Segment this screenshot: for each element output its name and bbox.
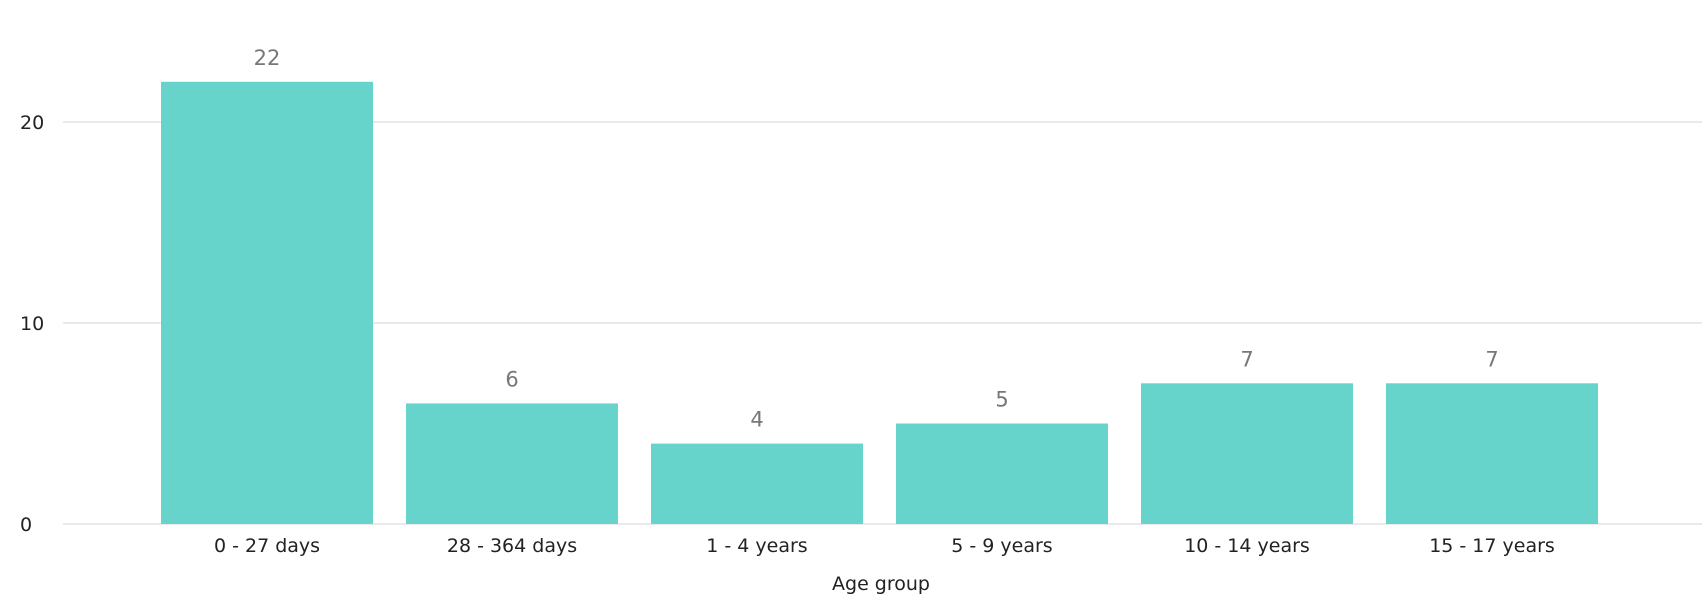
data-label: 6 — [505, 367, 518, 391]
x-axis-ticks: 0 - 27 days 28 - 364 days 1 - 4 years 5 - 9… — [214, 535, 1555, 557]
data-label: 4 — [750, 408, 763, 432]
bars — [161, 81, 1598, 525]
y-axis-ticks: 0 10 20 — [20, 112, 44, 536]
x-tick-label: 0 - 27 days — [214, 535, 320, 557]
bar-5[interactable] — [1141, 383, 1353, 524]
data-label: 7 — [1485, 347, 1498, 371]
bar-6[interactable] — [1386, 383, 1598, 524]
x-tick-label: 1 - 4 years — [706, 535, 807, 557]
bar-1[interactable] — [161, 81, 373, 525]
bar-3[interactable] — [651, 443, 863, 524]
x-tick-label: 15 - 17 years — [1429, 535, 1555, 557]
data-label: 22 — [254, 46, 281, 70]
y-tick-label: 10 — [20, 313, 44, 335]
bar-4[interactable] — [896, 423, 1108, 525]
x-tick-label: 10 - 14 years — [1184, 535, 1310, 557]
bar-2[interactable] — [406, 403, 618, 524]
y-tick-label: 0 — [20, 514, 32, 536]
x-tick-label: 5 - 9 years — [951, 535, 1052, 557]
y-tick-label: 20 — [20, 112, 44, 134]
data-label: 5 — [995, 388, 1008, 412]
x-tick-label: 28 - 364 days — [447, 535, 577, 557]
data-label: 7 — [1240, 347, 1253, 371]
data-labels: 22 6 4 5 7 7 — [254, 46, 1499, 432]
x-axis-title: Age group — [832, 573, 930, 595]
